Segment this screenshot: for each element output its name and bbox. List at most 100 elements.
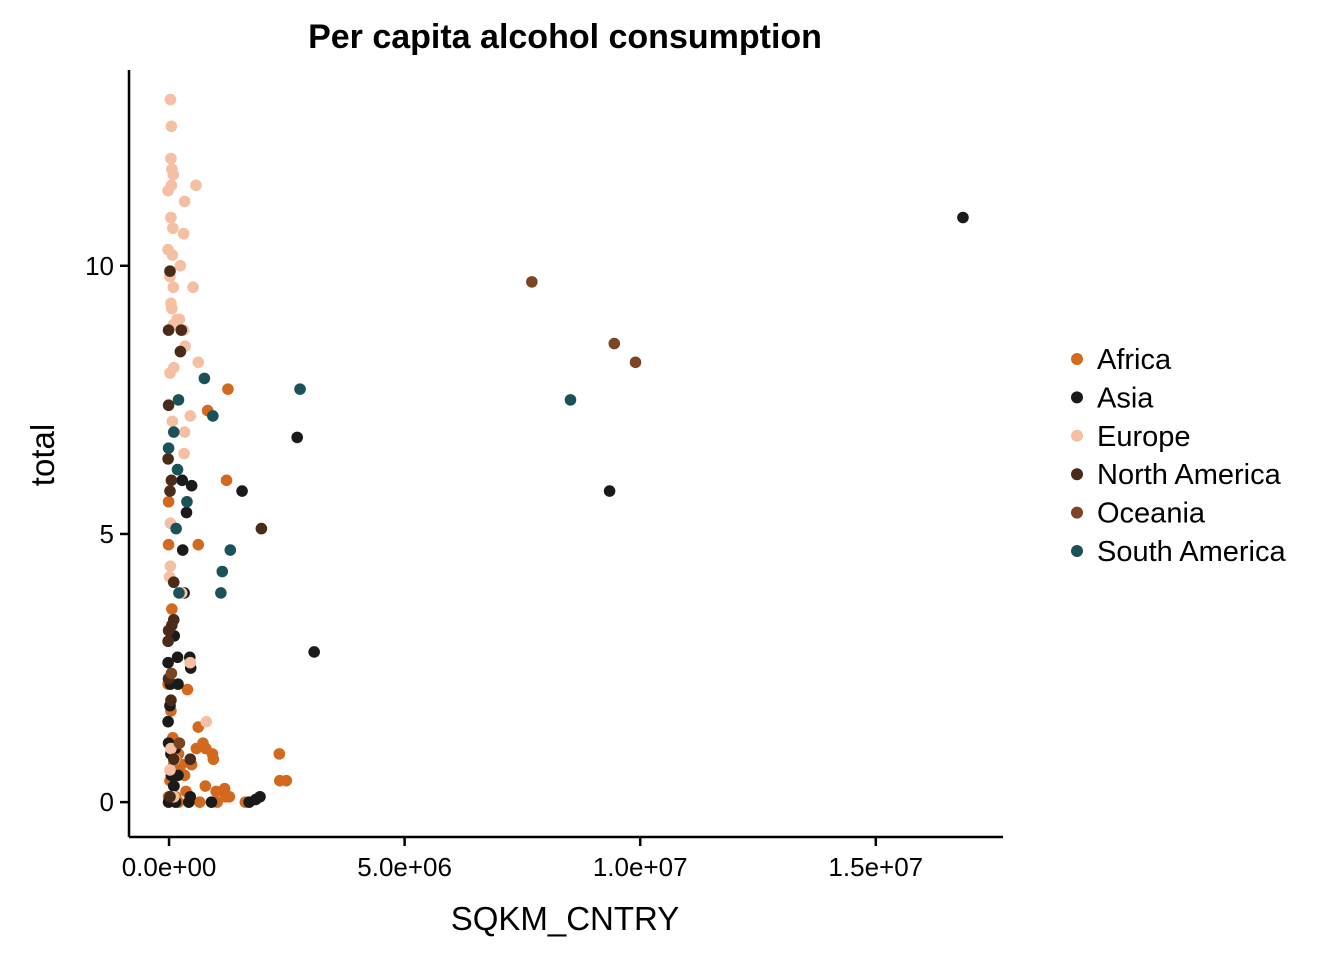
data-point-europe [190,179,202,192]
x-axis-ticks: 0.0e+00 5.0e+06 1.0e+07 1.5e+07 [122,837,923,882]
legend-label-asia: Asia [1097,382,1154,414]
data-point-oceania [526,276,538,288]
data-point-oceania [165,667,178,680]
data-point-south-america [224,544,237,556]
data-point-africa [162,495,175,508]
data-points [162,93,969,808]
legend-label-africa: Africa [1097,344,1172,376]
legend-label-north-america: North America [1097,459,1282,491]
y-axis-ticks: 0 5 10 [85,251,129,817]
data-point-europe [165,152,177,165]
data-point-europe [166,249,179,261]
data-point-africa [199,780,212,792]
data-point-europe [184,410,197,422]
data-point-asia [308,646,320,658]
x-tick-label: 1.0e+07 [593,852,688,882]
data-point-south-america [170,522,182,535]
data-point-asia [172,678,184,690]
data-point-africa [273,748,286,760]
data-point-south-america [173,587,185,599]
data-point-north-america [162,399,175,412]
data-point-africa [207,753,220,766]
data-point-south-america [171,463,184,476]
data-point-europe [166,302,178,315]
data-point-south-america [198,372,211,385]
data-point-europe [165,211,177,224]
data-point-europe [162,184,174,197]
data-point-asia [171,651,184,664]
data-point-europe [164,560,177,572]
legend-label-south-america: South America [1097,536,1286,568]
data-point-asia [236,485,248,497]
data-point-europe [192,356,205,369]
legend-label-oceania: Oceania [1097,498,1206,530]
data-point-asia [291,431,304,444]
data-point-north-america [174,345,187,358]
data-point-africa [166,603,178,615]
data-point-asia [176,544,189,556]
legend-label-europe: Europe [1097,421,1191,453]
y-tick-label: 10 [85,251,114,281]
data-point-africa [181,683,194,696]
legend: Africa Asia Europe North America Oceania Sout… [1071,344,1286,568]
data-point-north-america [167,576,180,589]
data-point-north-america [162,324,175,336]
data-point-north-america [175,324,188,336]
data-point-asia [183,796,195,808]
y-tick-label: 5 [100,519,114,549]
x-axis-title: SQKM_CNTRY [451,900,680,937]
data-point-europe [165,120,178,133]
data-point-europe [178,426,191,438]
legend-key-south-america [1071,545,1083,557]
data-point-europe [200,715,213,728]
legend-key-europe [1071,429,1083,442]
data-point-europe [187,281,199,294]
data-point-europe [167,168,180,181]
data-point-asia [205,796,218,808]
data-point-europe [178,447,190,460]
data-point-europe [178,195,191,208]
legend-key-north-america [1071,468,1083,481]
data-point-south-america [215,587,227,599]
data-point-europe [164,93,177,106]
data-point-north-america [165,474,178,487]
data-point-asia [167,780,180,792]
data-point-north-america [164,265,176,277]
data-point-north-america [162,624,175,637]
data-point-africa [220,474,233,487]
data-point-south-america [564,394,577,406]
data-point-south-america [167,426,180,438]
data-point-africa [193,796,206,808]
data-point-europe [167,281,180,294]
data-point-europe [165,742,177,755]
data-point-europe [184,656,197,669]
y-tick-label: 0 [100,787,114,817]
data-point-africa [222,383,234,395]
data-point-oceania [173,737,186,749]
data-point-asia [162,715,174,728]
data-point-europe [177,227,190,240]
y-axis-title: total [24,424,61,486]
x-tick-label: 5.0e+06 [357,852,452,882]
data-point-africa [192,538,205,551]
x-tick-label: 0.0e+00 [122,852,217,882]
data-point-asia [162,656,174,669]
legend-key-oceania [1071,506,1083,519]
data-point-north-america [162,453,174,465]
data-point-south-america [172,394,185,406]
data-point-south-america [216,565,229,578]
data-point-asia [603,485,616,497]
legend-key-asia [1071,391,1083,404]
data-point-south-america [207,410,219,422]
data-point-africa [162,538,175,551]
data-point-asia [176,474,189,487]
data-point-north-america [165,694,177,707]
data-point-north-america [255,522,268,535]
data-point-asia [185,479,198,492]
data-point-africa [280,774,293,787]
data-point-asia [957,211,969,224]
data-point-north-america [164,485,176,497]
data-point-europe [164,764,176,776]
data-point-north-america [164,790,176,803]
